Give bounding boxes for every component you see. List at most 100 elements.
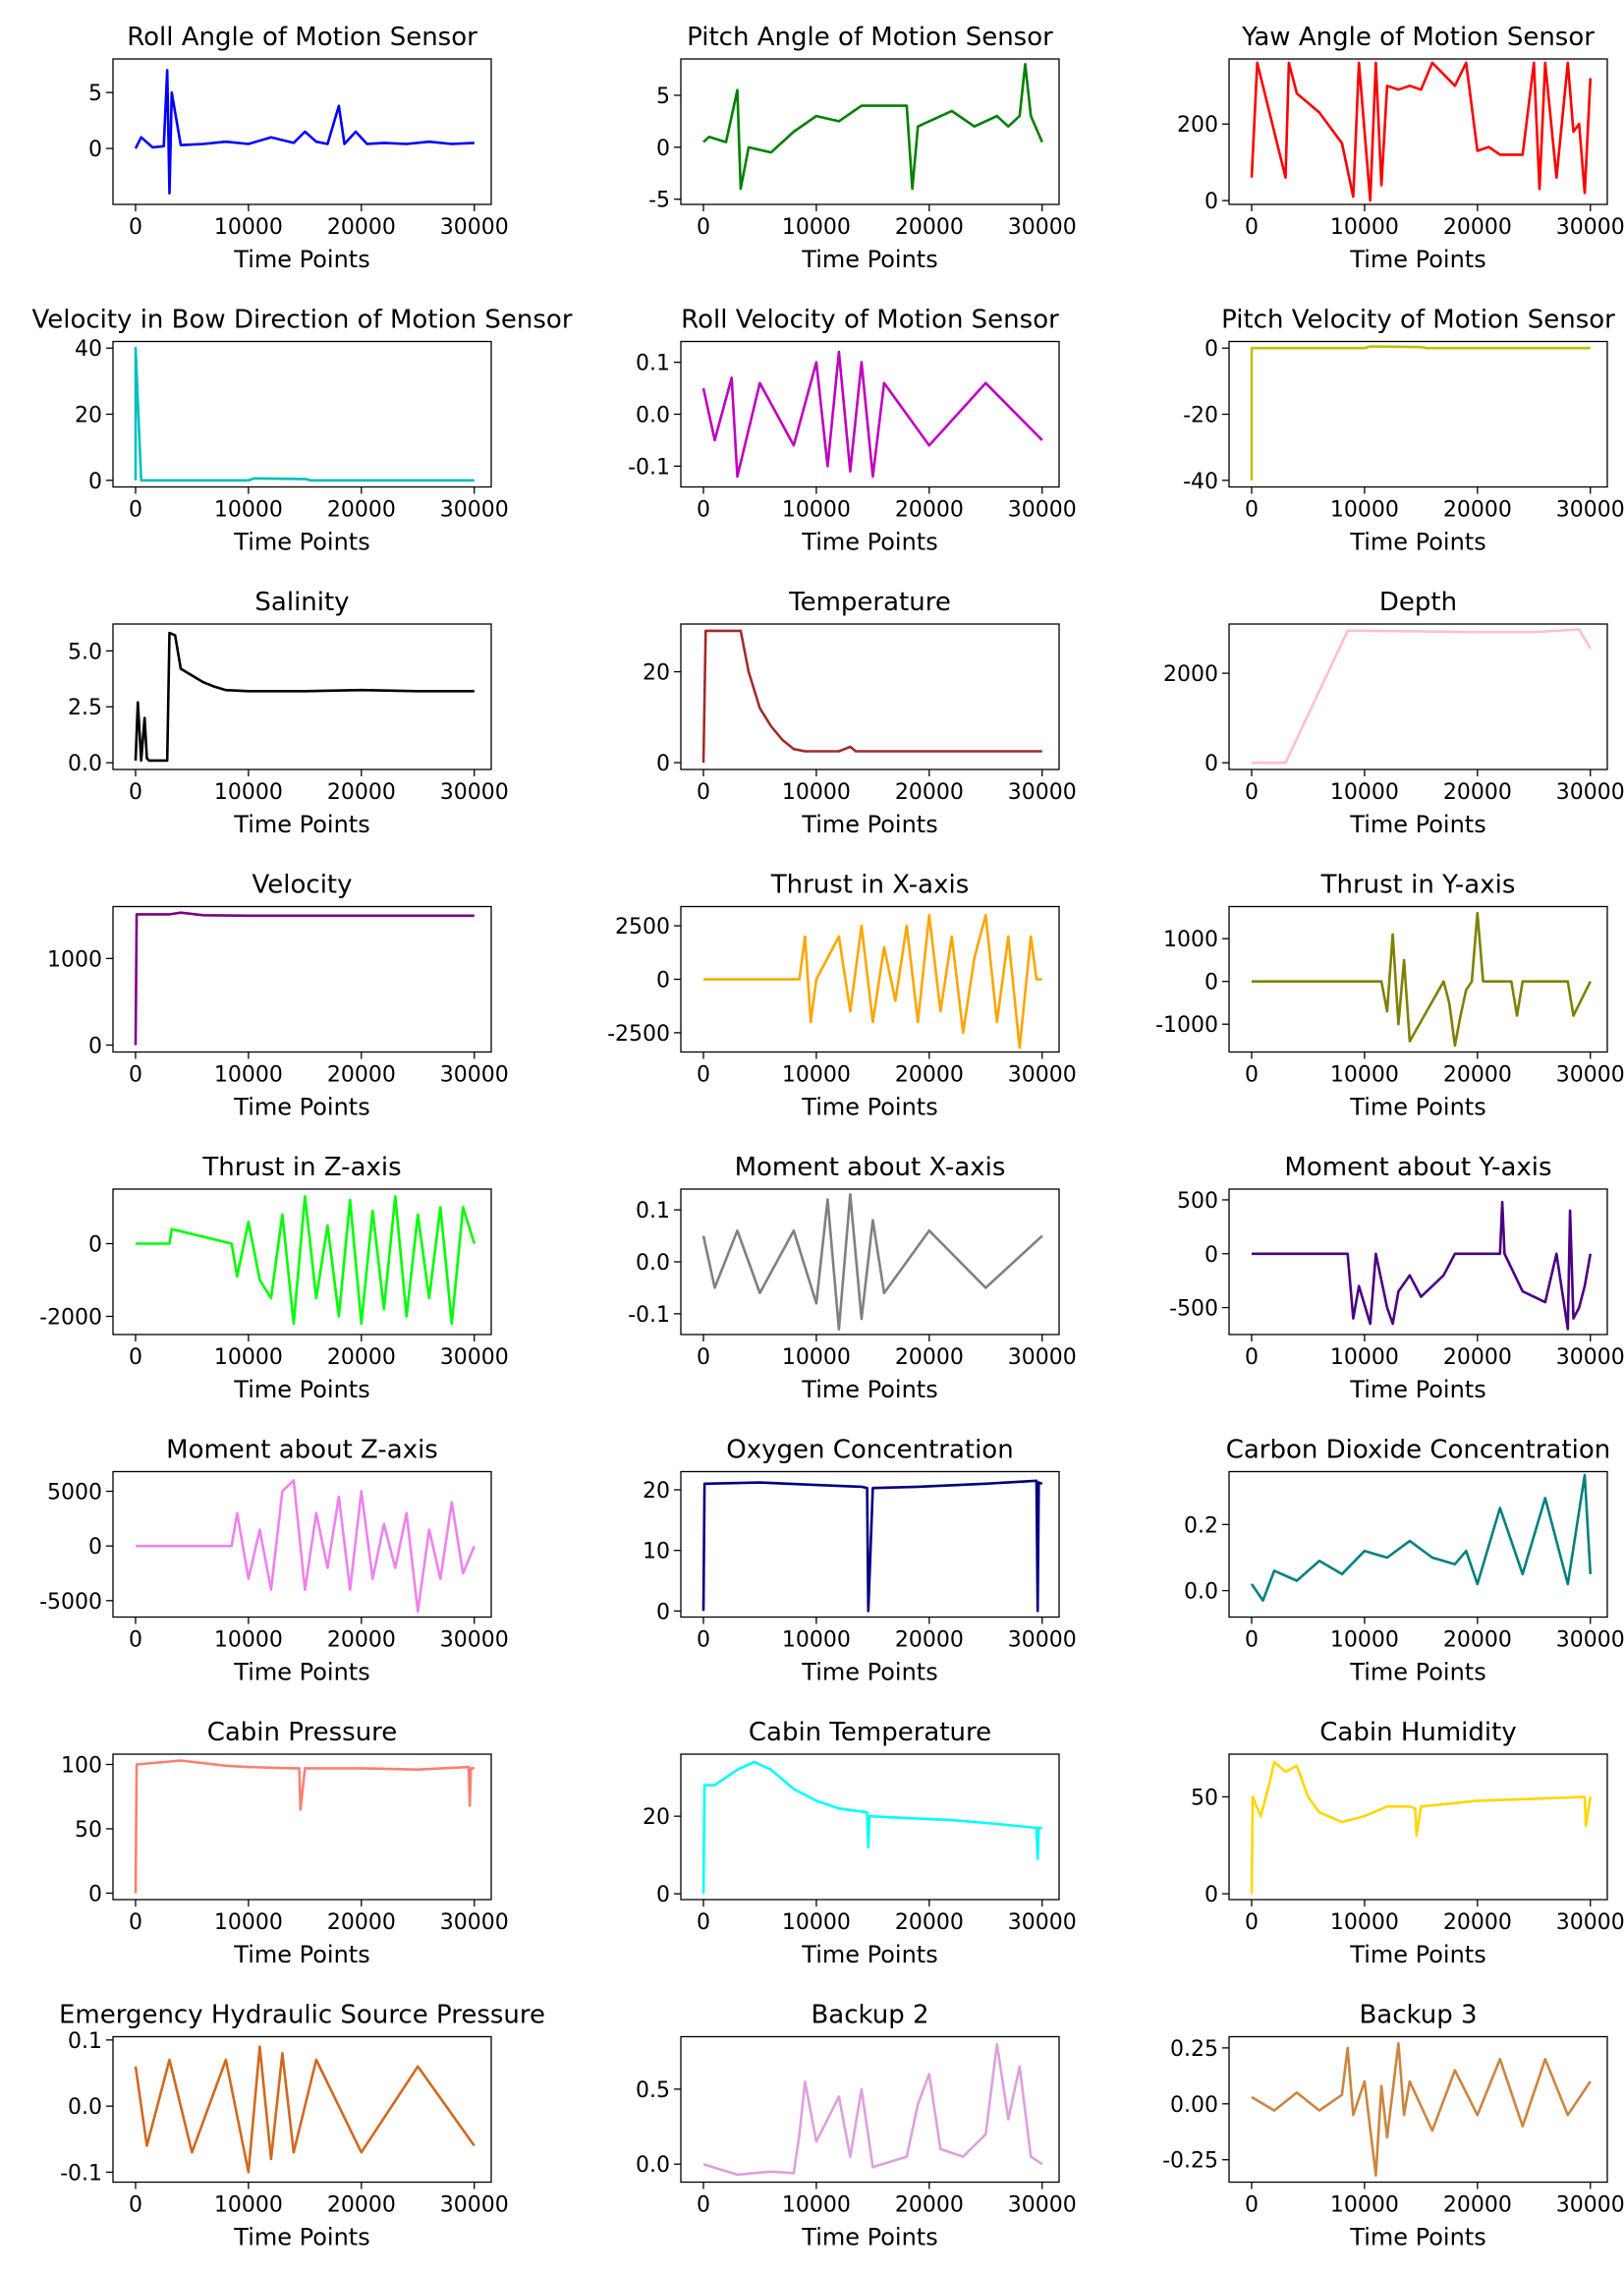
y-tick-label: -0.25: [1162, 2149, 1218, 2174]
x-tick-label: 30000: [440, 1345, 509, 1370]
x-tick-label: 0: [129, 780, 142, 805]
y-tick-label: 0.0: [68, 2095, 102, 2120]
subplot-17: Oxygen Concentration 0 10000 20000 30000 0 10 2…: [643, 1436, 1077, 1686]
x-axis-label: Time Points: [1349, 1376, 1485, 1403]
series-line: [701, 1760, 1042, 1895]
y-tick-label: 0: [88, 1882, 102, 1906]
x-tick-label: 0: [697, 1063, 710, 1088]
subplot-title: Depth: [1379, 588, 1457, 617]
subplot-18: Carbon Dioxide Concentration 0 10000 20000 3…: [1184, 1436, 1624, 1686]
x-tick-label: 10000: [1330, 1063, 1399, 1088]
x-axis-label: Time Points: [1349, 1659, 1485, 1686]
x-tick-label: 20000: [327, 215, 396, 240]
plot-frame: [680, 2035, 1060, 2184]
subplot-title: Thrust in Y-axis: [1320, 871, 1516, 900]
plot-frame: [680, 623, 1060, 770]
subplot-20: Cabin Temperature 0 10000 20000 30000 0 20 Time…: [643, 1718, 1077, 1968]
plot-frame: [112, 340, 492, 488]
x-axis-label: Time Points: [801, 2224, 937, 2251]
y-tick-label: -0.1: [628, 455, 670, 480]
series-line: [134, 1759, 475, 1894]
x-tick-label: 20000: [1443, 1628, 1512, 1653]
x-tick-label: 10000: [1330, 215, 1399, 240]
x-tick-label: 30000: [440, 2193, 509, 2218]
subplot-title: Pitch Velocity of Motion Sensor: [1221, 306, 1615, 335]
plot-frame: [1228, 1188, 1608, 1336]
series-line: [701, 1193, 1043, 1331]
x-tick-label: 10000: [782, 1063, 851, 1088]
x-axis-label: Time Points: [233, 811, 369, 838]
x-axis-label: Time Points: [233, 1094, 369, 1121]
y-tick-label: 5: [656, 85, 670, 109]
y-tick-label: 100: [61, 1753, 102, 1778]
y-tick-label: 20: [643, 1805, 670, 1830]
y-tick-label: 50: [1191, 1786, 1218, 1810]
x-tick-label: 20000: [895, 1063, 964, 1088]
y-tick-label: 0.1: [636, 1199, 670, 1223]
series-line: [701, 350, 1043, 479]
x-axis-label: Time Points: [1349, 529, 1485, 556]
x-tick-label: 20000: [895, 1345, 964, 1370]
series-line: [701, 629, 1042, 764]
x-tick-label: 20000: [327, 1345, 396, 1370]
y-tick-label: 0.25: [1170, 2037, 1218, 2062]
series-line: [134, 346, 475, 483]
x-axis-label: Time Points: [801, 1094, 937, 1121]
subplot-title: Yaw Angle of Motion Sensor: [1241, 23, 1595, 52]
y-tick-label: 0: [1204, 1243, 1218, 1268]
x-tick-label: 30000: [1556, 1628, 1624, 1653]
y-tick-label: 0: [656, 1600, 670, 1624]
x-tick-label: 0: [1245, 2193, 1259, 2218]
y-tick-label: 1000: [47, 947, 102, 972]
series-line: [701, 1479, 1043, 1613]
x-tick-label: 30000: [1008, 1628, 1077, 1653]
plot-frame: [112, 905, 492, 1053]
x-tick-label: 30000: [440, 780, 509, 805]
series-line: [134, 2045, 476, 2174]
x-tick-label: 0: [129, 498, 142, 523]
x-tick-label: 0: [1245, 215, 1259, 240]
subplot-title: Cabin Pressure: [207, 1718, 398, 1747]
plot-frame: [112, 623, 492, 770]
subplot-3: Yaw Angle of Motion Sensor 0 10000 20000 300…: [1177, 23, 1624, 273]
subplot-title: Oxygen Concentration: [726, 1436, 1013, 1465]
subplot-23: Backup 2 0 10000 20000 30000 0.0 0.5 Time Point…: [636, 2001, 1077, 2251]
x-tick-label: 10000: [782, 780, 851, 805]
x-tick-label: 0: [129, 1628, 142, 1653]
series-line: [1252, 628, 1592, 765]
plot-frame: [680, 1753, 1060, 1901]
subplot-4: Velocity in Bow Direction of Motion Sens…: [31, 306, 572, 556]
x-tick-label: 10000: [782, 215, 851, 240]
x-tick-label: 20000: [327, 1910, 396, 1935]
series-line: [136, 1195, 476, 1326]
y-tick-label: -20: [1183, 404, 1218, 428]
subplot-title: Velocity in Bow Direction of Motion Sens…: [31, 306, 572, 335]
x-tick-label: 20000: [1443, 1910, 1512, 1935]
y-tick-label: 0.0: [636, 1251, 670, 1276]
y-tick-label: -40: [1183, 470, 1218, 494]
y-tick-label: 0: [1204, 1883, 1218, 1907]
plot-frame: [112, 58, 492, 205]
x-tick-label: 20000: [1443, 498, 1512, 523]
x-tick-label: 10000: [214, 1628, 283, 1653]
x-tick-label: 20000: [895, 1628, 964, 1653]
subplot-19: Cabin Pressure 0 10000 20000 30000 0 50 100 Time…: [61, 1718, 509, 1968]
x-tick-label: 30000: [1008, 1345, 1077, 1370]
y-tick-label: 5: [88, 82, 102, 106]
x-tick-label: 0: [1245, 780, 1259, 805]
subplot-title: Carbon Dioxide Concentration: [1226, 1436, 1611, 1465]
x-axis-label: Time Points: [233, 2224, 369, 2251]
subplot-2: Pitch Angle of Motion Sensor 0 10000 20000 3…: [648, 23, 1077, 273]
y-tick-label: -0.1: [628, 1303, 670, 1328]
x-axis-label: Time Points: [801, 1376, 937, 1403]
y-tick-label: 0: [88, 1034, 102, 1058]
x-tick-label: 10000: [214, 780, 283, 805]
subplot-22: Emergency Hydraulic Source Pressure 0 1000…: [59, 2001, 545, 2251]
series-line: [1250, 1473, 1593, 1602]
x-tick-label: 0: [1245, 1910, 1259, 1935]
x-tick-label: 0: [129, 2193, 142, 2218]
x-tick-label: 30000: [1008, 1910, 1077, 1935]
series-line: [703, 913, 1042, 1050]
subplot-5: Roll Velocity of Motion Sensor 0 10000 2000…: [628, 306, 1077, 556]
